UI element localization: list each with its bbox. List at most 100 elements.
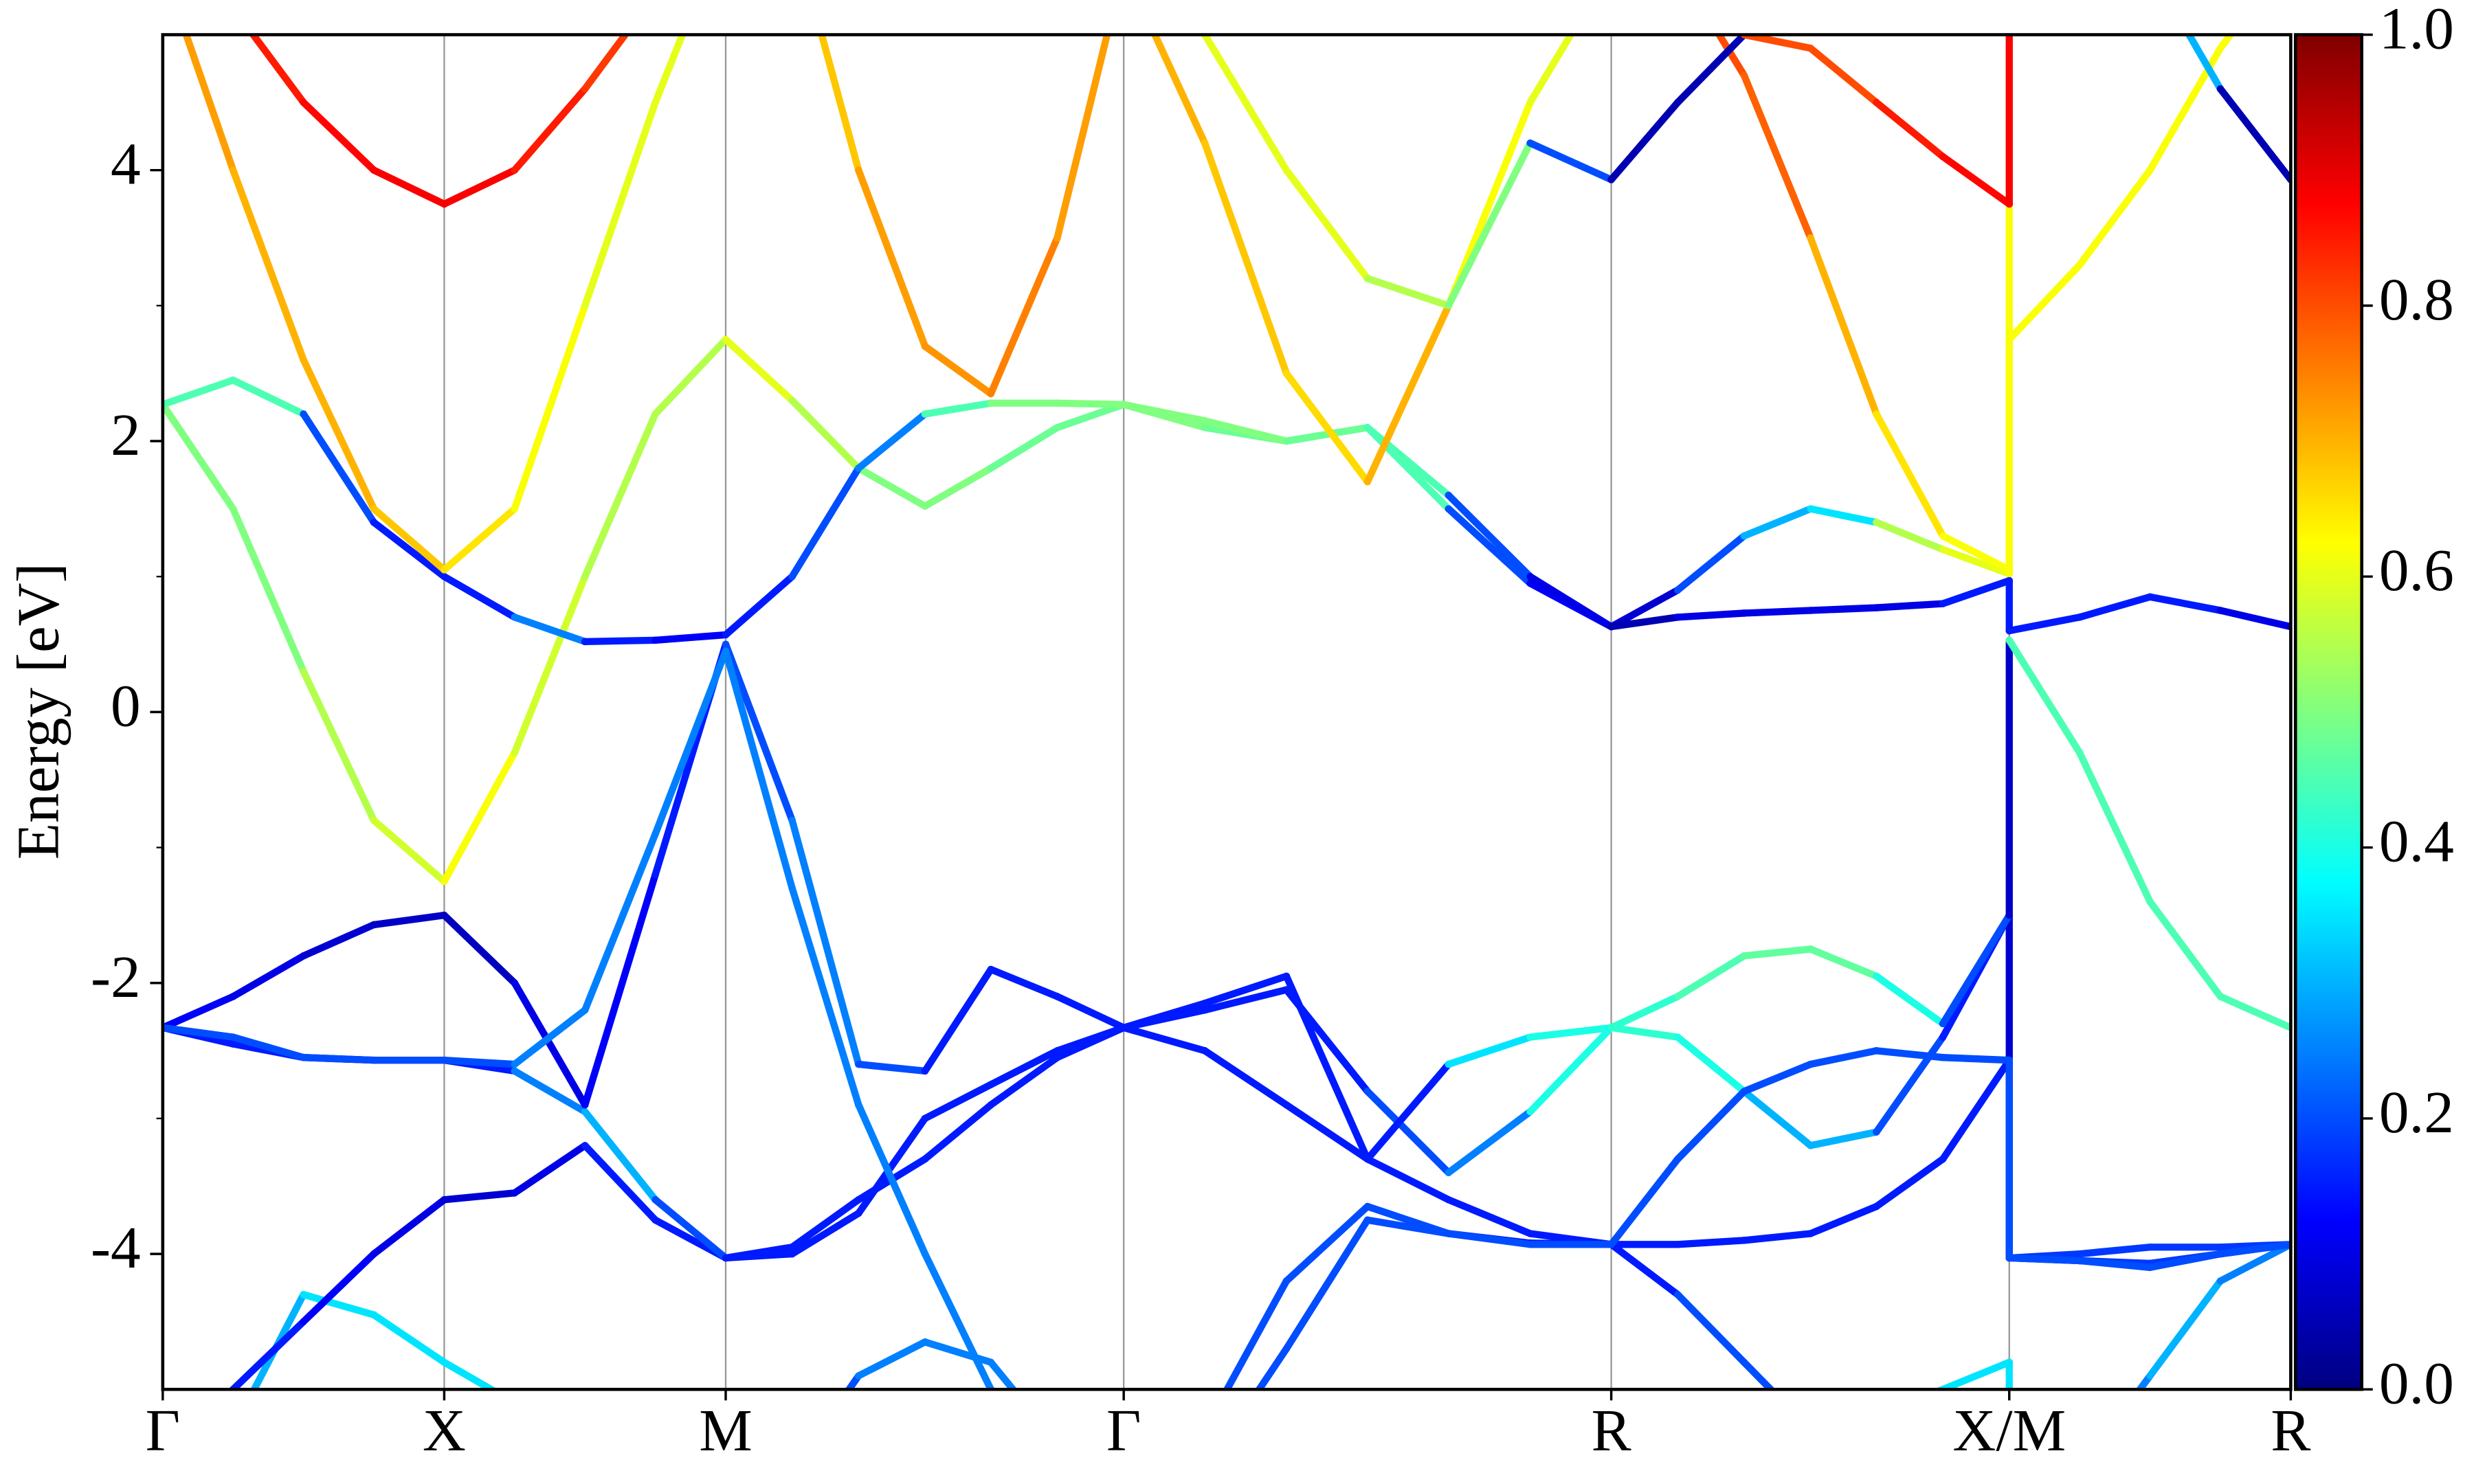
band-point [2216, 1277, 2225, 1285]
y-tick-label: 4 [111, 131, 141, 197]
band-point [511, 749, 519, 756]
band-point [1119, 1024, 1128, 1032]
band-point [300, 1318, 307, 1325]
band-point [1873, 604, 1880, 611]
band-segment [182, 34, 237, 174]
band-point [1363, 1155, 1372, 1163]
band-segment [441, 749, 518, 886]
band-point [788, 572, 796, 581]
band-segment [1807, 45, 1880, 106]
band-segment [441, 1358, 498, 1390]
band-segment [651, 34, 687, 106]
band-segment [300, 410, 378, 526]
band-segment [1740, 1358, 1776, 1390]
band-segment [441, 505, 518, 574]
band-point [511, 166, 519, 174]
band-point [788, 1467, 796, 1474]
band-point [1445, 302, 1453, 310]
band-segment [1445, 139, 1534, 310]
band-point [1807, 44, 1814, 52]
band-segment [1715, 34, 1748, 79]
band-segment [1873, 98, 1947, 161]
band-point [788, 396, 796, 405]
band-point [1054, 234, 1061, 242]
band-segment [1255, 1345, 1291, 1390]
band-segment [726, 1471, 792, 1484]
band-segment [1526, 573, 1615, 631]
band-segment [1223, 1277, 1291, 1390]
band-segment [441, 1189, 518, 1204]
band-point [581, 638, 589, 646]
band-point [1526, 1241, 1534, 1248]
band-point [229, 376, 237, 384]
band-segment [1811, 1417, 1877, 1430]
band-point [2075, 614, 2084, 621]
band-segment [1939, 576, 2013, 607]
band-point [1201, 1047, 1209, 1055]
band-point [229, 993, 237, 1000]
band-point [722, 640, 730, 649]
band-point [441, 1056, 448, 1064]
band-segment [511, 302, 589, 513]
band-segment [370, 1311, 448, 1367]
band-point [921, 1338, 929, 1346]
band-point [1873, 1202, 1880, 1211]
band-segment [163, 0, 233, 8]
band-segment [1282, 424, 1372, 445]
band-point [987, 1101, 995, 1109]
band-point [511, 1399, 519, 1407]
band-segment [855, 166, 929, 350]
band-segment [987, 424, 1061, 472]
band-point [441, 911, 448, 919]
band-segment [1363, 424, 1453, 499]
plot-frame [161, 33, 2293, 1391]
band-point [1740, 1237, 1748, 1244]
band-point [1807, 1230, 1814, 1237]
band-segment [1201, 34, 1291, 174]
band-point [2075, 749, 2084, 756]
band-point [1282, 1277, 1291, 1285]
band-point [1445, 1195, 1453, 1204]
band-segment [1807, 1128, 1880, 1149]
band-point [1445, 1230, 1453, 1237]
band-segment [1740, 1230, 1814, 1244]
band-segment [581, 1108, 659, 1204]
band-point [1740, 609, 1748, 617]
band-point [2216, 85, 2225, 93]
band-point [1363, 1216, 1372, 1224]
band-segment [2005, 636, 2084, 756]
colorbar-tick-label: 0.0 [2379, 1349, 2454, 1416]
band-point [441, 1195, 448, 1204]
band-point [300, 667, 307, 675]
band-segment [511, 614, 589, 646]
band-point [855, 1060, 862, 1068]
band-point [229, 1033, 237, 1041]
band-point [921, 502, 929, 510]
band-point [987, 399, 995, 407]
band-point [2075, 261, 2084, 269]
band-point [855, 1195, 862, 1204]
band-segment [1607, 1155, 1682, 1248]
band-segment [788, 884, 862, 1109]
band-point [921, 1067, 929, 1075]
band-segment [1445, 1033, 1534, 1068]
band-segment [722, 640, 796, 824]
band-point [1526, 139, 1534, 147]
band-point [581, 85, 589, 93]
band-point [722, 647, 730, 655]
band-point [1673, 1290, 1682, 1298]
band-point [2146, 1243, 2154, 1251]
band-segment [2075, 593, 2154, 621]
band-point [722, 631, 730, 639]
band-segment [921, 1101, 995, 1163]
band-point [2146, 1372, 2154, 1380]
band-point [1282, 972, 1291, 980]
band-segment [1939, 1056, 2013, 1163]
band-segment [1526, 1024, 1615, 1116]
band-segment [1120, 1000, 1209, 1031]
band-point [511, 1067, 519, 1075]
band-point [1445, 491, 1453, 499]
band-segment [987, 965, 1061, 1000]
band-point [300, 1053, 307, 1061]
band-point [300, 410, 307, 418]
